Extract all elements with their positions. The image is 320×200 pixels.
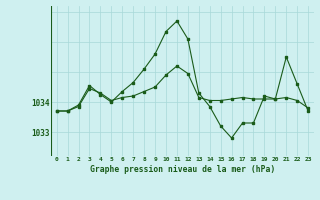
X-axis label: Graphe pression niveau de la mer (hPa): Graphe pression niveau de la mer (hPa)	[90, 165, 275, 174]
